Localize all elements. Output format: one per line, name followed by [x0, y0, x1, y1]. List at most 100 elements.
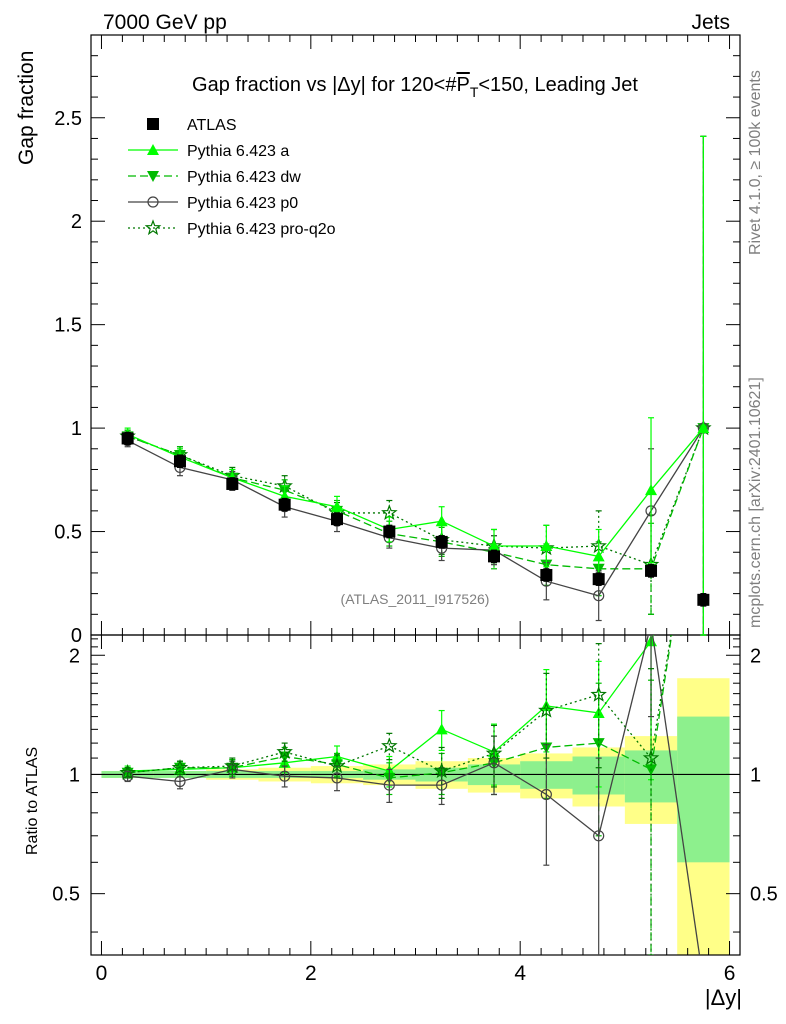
- x-tick-label: 0: [96, 962, 108, 985]
- plot-title-prefix: Gap fraction vs |Δy| for 120<#: [192, 74, 457, 96]
- ratio-series-q2o: [119, 635, 672, 955]
- ratio-ylabel: Ratio to ATLAS: [24, 747, 41, 855]
- ratio-line-dw: [127, 635, 673, 779]
- main-y-tick-label: 0: [71, 625, 82, 647]
- ratio-point-q2o: [224, 757, 241, 774]
- main-panel-series: [119, 135, 712, 636]
- ratio-point-p0: [122, 770, 134, 782]
- main-y-tick-label: 1.5: [54, 315, 82, 337]
- data-point-atlas: [697, 593, 710, 606]
- series-line-a: [127, 427, 704, 558]
- ratio-line-p0: [127, 635, 701, 955]
- legend-label-dw: Pythia 6.423 dw: [187, 169, 301, 186]
- data-point-a: [540, 540, 553, 552]
- ratio-point-q2o: [538, 701, 555, 718]
- legend-marker-dw: [147, 171, 159, 182]
- series-line-dw: [127, 427, 704, 570]
- legend-label-a: Pythia 6.423 a: [187, 143, 289, 160]
- header-energy-label: 7000 GeV pp: [103, 11, 227, 34]
- data-point-a: [697, 422, 710, 434]
- data-point-atlas: [645, 564, 658, 577]
- header-jets-label: Jets: [691, 11, 730, 34]
- series-atlas: [121, 431, 710, 607]
- ratio-point-q2o: [119, 763, 136, 780]
- data-point-atlas: [121, 432, 134, 445]
- data-point-atlas: [540, 569, 553, 581]
- plot-title-suffix: <150, Leading Jet: [478, 74, 638, 96]
- legend-entry-atlas: ATLAS: [147, 117, 237, 134]
- main-y-tick-label: 0.5: [54, 522, 82, 544]
- data-point-atlas: [330, 513, 343, 526]
- legend-label-atlas: ATLAS: [187, 117, 237, 134]
- axes-frames: 0 2 4 600.511.522.50.5 0.51 12 2: [52, 34, 778, 985]
- data-point-p0: [593, 590, 605, 602]
- plot-title-sub: T: [470, 84, 479, 100]
- legend-entry-a: Pythia 6.423 a: [128, 143, 289, 160]
- legend-label-p0: Pythia 6.423 p0: [187, 195, 298, 212]
- main-y-tick-label: 2: [71, 211, 82, 233]
- ratio-point-q2o: [171, 759, 189, 775]
- legend-entry-dw: Pythia 6.423 dw: [128, 169, 301, 186]
- x-tick-label: 2: [305, 962, 317, 985]
- ratio-uncertainty-bands: [101, 678, 730, 955]
- data-point-atlas: [488, 550, 501, 563]
- ratio-point-p0: [174, 775, 186, 788]
- ratio-point-q2o: [328, 757, 346, 774]
- data-point-atlas: [435, 535, 448, 548]
- x-tick-label: 4: [514, 962, 526, 985]
- ratio-point-p0: [488, 757, 500, 769]
- data-point-a: [330, 500, 343, 512]
- data-point-atlas: [383, 525, 396, 538]
- ratio-point-q2o: [485, 744, 503, 761]
- legend-marker-a: [147, 144, 159, 155]
- ratio-y-tick-label-right: 1: [750, 764, 761, 786]
- ratio-series-clipped: [119, 619, 701, 955]
- ratio-point-p0: [540, 788, 552, 801]
- mcplots-source-label: mcplots.cern.ch [arXiv:2401.10621]: [747, 377, 764, 628]
- ratio-point-p0: [646, 619, 656, 629]
- ratio-point-dw: [592, 738, 605, 750]
- ratio-line-q2o: [127, 635, 672, 774]
- legend-entry-q2o: Pythia 6.423 pro-q2o: [128, 219, 336, 238]
- legend-marker-p0: [147, 196, 159, 208]
- plot-title-p: P: [456, 74, 469, 96]
- ratio-point-p0: [279, 770, 291, 782]
- analysis-watermark: (ATLAS_2011_I917526): [341, 591, 490, 607]
- ratio-point-q2o: [590, 685, 607, 702]
- legend: ATLAS Pythia 6.423 a Pythia 6.423 dw Pythia…: [128, 117, 336, 238]
- legend-marker-atlas: [147, 118, 159, 130]
- ratio-y-tick-label-left: 0.5: [52, 884, 80, 906]
- data-point-a: [645, 484, 658, 496]
- x-axis-title: |Δy|: [705, 985, 742, 1010]
- ratio-point-p0: [331, 772, 343, 784]
- main-y-tick-label: 1: [71, 418, 82, 440]
- data-point-a: [592, 550, 605, 562]
- ratio-point-q2o: [276, 743, 293, 759]
- ratio-y-tick-label-left: 1: [69, 764, 80, 786]
- ratio-y-tick-label-left: 2: [69, 645, 80, 667]
- data-point-atlas: [592, 573, 605, 586]
- ratio-point-a: [435, 723, 448, 735]
- legend-entry-p0: Pythia 6.423 p0: [128, 195, 298, 212]
- data-point-atlas: [226, 477, 239, 490]
- plot-title: Gap fraction vs |Δy| for 120<#PT<150, Le…: [192, 74, 638, 100]
- data-point-atlas: [278, 498, 291, 511]
- rivet-version-label: Rivet 4.1.0, ≥ 100k events: [747, 70, 764, 255]
- x-tick-label: 6: [724, 962, 736, 985]
- data-point-a: [488, 540, 501, 552]
- legend-label-q2o: Pythia 6.423 pro-q2o: [187, 221, 336, 238]
- ratio-y-tick-label-right: 2: [750, 645, 761, 667]
- main-ylabel: Gap fraction: [15, 51, 38, 165]
- ratio-panel-series: [119, 619, 701, 955]
- ratio-y-tick-label-right: 0.5: [750, 884, 778, 906]
- series-line-q2o: [127, 427, 704, 566]
- data-point-atlas: [173, 455, 186, 468]
- data-point-q2o: [381, 504, 398, 520]
- main-y-tick-label: 2.5: [54, 108, 82, 130]
- ratio-point-q2o: [642, 749, 660, 766]
- ratio-point-dw: [330, 759, 343, 771]
- ratio-band-stat: [677, 716, 730, 863]
- series-line-p0: [127, 427, 704, 597]
- ratio-point-p0: [436, 779, 448, 791]
